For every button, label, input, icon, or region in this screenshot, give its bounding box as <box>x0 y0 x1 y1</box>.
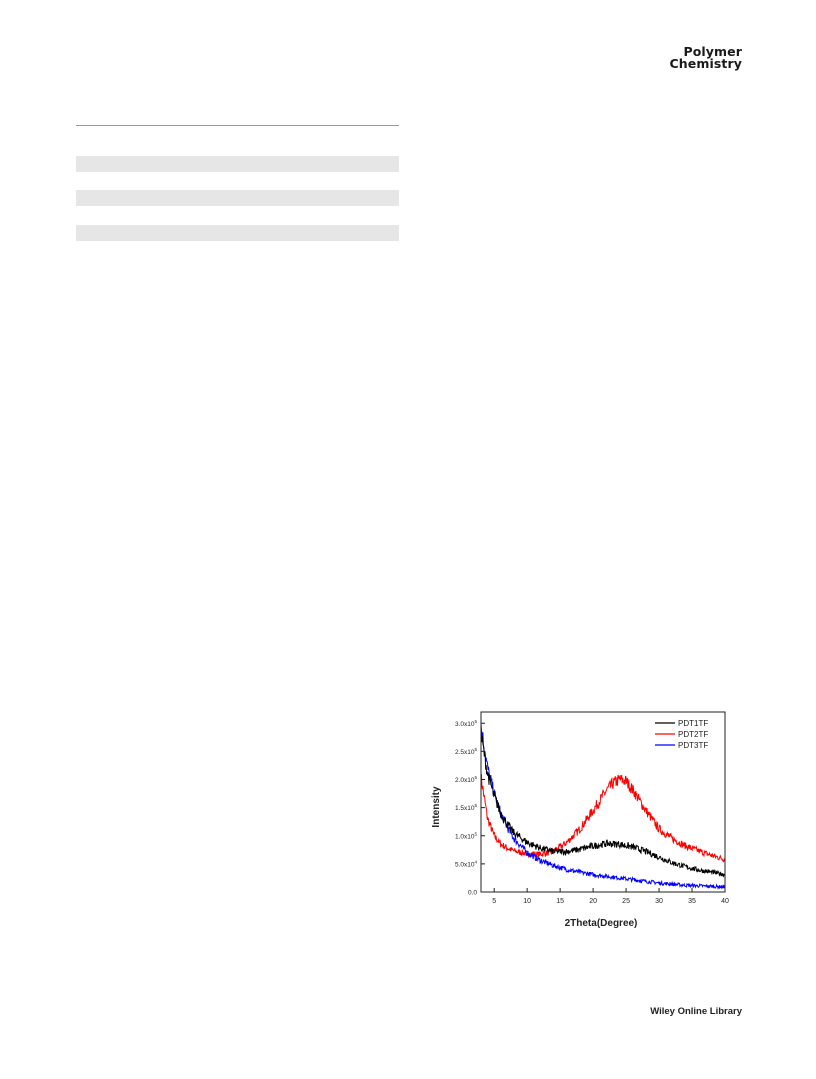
y-tick-label: 2.5x105 <box>455 747 478 756</box>
series-layer <box>480 723 726 891</box>
y-tick-label: 5.0x104 <box>455 859 478 868</box>
x-tick-label: 15 <box>556 898 564 905</box>
x-tick-label: 20 <box>589 898 597 905</box>
x-tick-label: 35 <box>688 898 696 905</box>
legend-entry-pdt1tf: PDT1TF <box>655 719 708 728</box>
x-tick-label: 25 <box>622 898 630 905</box>
x-tick-label: 5 <box>492 898 496 905</box>
y-tick-label: 0.0 <box>468 890 477 897</box>
table-shaded-row <box>76 190 399 206</box>
x-tick-label: 40 <box>721 898 729 905</box>
legend-label: PDT1TF <box>678 719 708 728</box>
y-tick-label: 1.0x105 <box>455 831 478 840</box>
xrd-pattern-chart: 5 10 15 20 25 30 35 40 0.0 5.0x104 1.0x105 1.5x105 2… <box>431 711 729 929</box>
table-top-rule <box>76 125 399 126</box>
y-tick-label: 1.5x105 <box>455 803 478 812</box>
publisher-footer: Wiley Online Library <box>650 1006 742 1017</box>
y-axis-label: Intensity <box>431 786 442 828</box>
legend-entry-pdt3tf: PDT3TF <box>655 741 708 750</box>
legend-label: PDT2TF <box>678 730 708 739</box>
x-tick-label: 10 <box>523 898 531 905</box>
table-shaded-row <box>76 156 399 172</box>
journal-name-line2: Chemistry <box>669 56 742 71</box>
y-tick-label: 2.0x105 <box>455 775 478 784</box>
journal-name-line1: Polymer <box>683 44 742 59</box>
axes-layer <box>480 711 726 893</box>
x-tick-label: 30 <box>655 898 663 905</box>
journal-name: Polymer Chemistry <box>669 44 743 71</box>
series-line-pdt2tf <box>480 774 726 863</box>
series-line-pdt1tf <box>480 729 726 878</box>
x-axis-label: 2Theta(Degree) <box>565 918 638 929</box>
table-shaded-row <box>76 225 399 241</box>
chart-legend: PDT1TF PDT2TF PDT3TF <box>655 719 708 750</box>
series-line-pdt3tf <box>480 723 726 891</box>
ticks-layer: 5 10 15 20 25 30 35 40 0.0 5.0x104 1.0x105 1.5x105 2… <box>455 719 729 905</box>
plot-frame <box>480 711 726 893</box>
legend-entry-pdt2tf: PDT2TF <box>655 730 708 739</box>
y-tick-label: 3.0x105 <box>455 719 478 728</box>
legend-label: PDT3TF <box>678 741 708 750</box>
